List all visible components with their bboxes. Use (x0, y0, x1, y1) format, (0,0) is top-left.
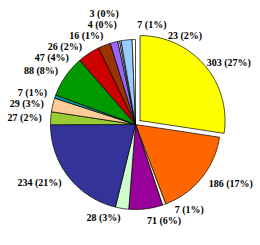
svg-text:3 (0%): 3 (0%) (89, 8, 119, 20)
svg-text:4 (0%): 4 (0%) (87, 19, 117, 31)
svg-text:7 (1%): 7 (1%) (17, 86, 47, 98)
svg-text:88 (8%): 88 (8%) (24, 65, 58, 77)
svg-text:16 (1%): 16 (1%) (69, 30, 104, 42)
svg-text:303 (27%): 303 (27%) (207, 57, 251, 69)
svg-text:23 (2%): 23 (2%) (168, 30, 202, 42)
svg-text:47 (4%): 47 (4%) (35, 52, 69, 64)
svg-text:186 (17%): 186 (17%) (209, 178, 253, 190)
svg-text:234 (21%): 234 (21%) (18, 177, 62, 189)
svg-text:27 (2%): 27 (2%) (8, 112, 42, 124)
svg-text:29 (3%): 29 (3%) (10, 98, 44, 110)
svg-text:7 (1%): 7 (1%) (137, 19, 166, 31)
svg-text:7 (1%): 7 (1%) (174, 204, 204, 216)
svg-text:71 (6%): 71 (6%) (147, 215, 181, 227)
svg-text:26 (2%): 26 (2%) (47, 41, 82, 53)
svg-text:28 (3%): 28 (3%) (86, 212, 120, 224)
